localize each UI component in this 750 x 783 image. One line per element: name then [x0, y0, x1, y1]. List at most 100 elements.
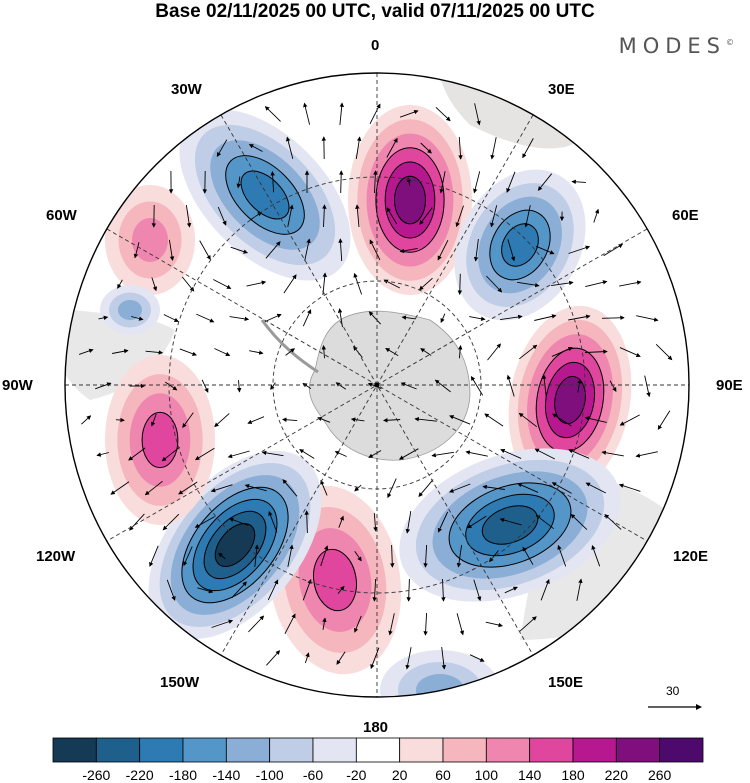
wind-vector [354, 550, 362, 562]
wind-vector [519, 616, 537, 632]
wind-vector [434, 379, 451, 393]
wind-vector [467, 515, 487, 529]
wind-vector [322, 204, 327, 228]
wind-vector [618, 483, 641, 492]
wind-vector [261, 450, 284, 457]
wind-vector [490, 205, 498, 228]
wind-vector [584, 349, 608, 354]
colorbar-swatch [529, 737, 574, 763]
wind-vector [248, 615, 265, 633]
colorbar-swatch [485, 737, 531, 763]
wind-vector [183, 546, 193, 567]
wind-vector [423, 612, 428, 636]
wind-vector [110, 481, 130, 495]
wind-vector [299, 449, 315, 459]
wind-vector [431, 451, 454, 458]
wind-vector [406, 578, 411, 602]
wind-vector [282, 479, 298, 497]
wind-vector [98, 315, 109, 321]
amundsen-high-anomaly [105, 185, 195, 295]
colorbar-tick-label: -100 [255, 767, 284, 783]
wind-vector [369, 103, 381, 125]
wind-vector [486, 275, 503, 293]
lon-label-60e: 60E [672, 207, 699, 224]
lon-label-90w: 90W [2, 377, 33, 394]
colorbar-swatch [269, 737, 314, 763]
wind-vector [338, 515, 344, 528]
wind-vector [322, 617, 327, 630]
wind-vector [354, 484, 362, 492]
colorbar-tick-label: -140 [212, 767, 241, 783]
south-indian-low-anomaly [454, 169, 586, 321]
wind-vector [519, 344, 538, 360]
wind-vector [338, 170, 344, 194]
wind-vector [385, 348, 399, 356]
wind-vector [285, 136, 294, 159]
weddell-low-contour [240, 170, 290, 220]
drake-low-contour [118, 300, 142, 320]
colorbar-swatch [312, 737, 357, 763]
wind-vector [399, 109, 419, 118]
wind-vector [400, 382, 417, 390]
lon-label-90e: 90E [716, 377, 743, 394]
wind-vector [287, 204, 294, 227]
wind-vector [469, 654, 485, 662]
wind-vector [304, 238, 311, 261]
wind-vector [522, 138, 534, 159]
wind-vector [568, 449, 590, 459]
wind-vector [418, 277, 433, 291]
tasman-low-anomaly [399, 448, 621, 602]
lon-label-0: 0 [371, 37, 380, 54]
wind-vector [355, 204, 360, 228]
wind-vector [230, 246, 249, 254]
wind-vector [455, 205, 464, 228]
wind-vector [339, 102, 344, 125]
wind-vector [265, 241, 281, 259]
wind-vector [390, 544, 395, 568]
wind-vector [213, 279, 232, 289]
wind-vector [96, 452, 110, 457]
wind-vector [199, 240, 211, 261]
kerguelen-high-contour [554, 375, 586, 425]
wind-vector [151, 413, 157, 427]
wind-vector [231, 581, 247, 599]
wind-vector [246, 280, 267, 287]
wind-vector [485, 621, 503, 628]
wind-vector [185, 205, 192, 228]
wind-vector [181, 276, 195, 292]
copyright-mark: © [726, 38, 734, 47]
wind-vector [487, 343, 501, 361]
wind-vector [211, 619, 234, 628]
wind-vector [655, 343, 673, 361]
wind-vector [456, 613, 465, 636]
wind-vector [440, 313, 446, 323]
wind-vector [244, 483, 267, 492]
wind-vector [334, 450, 347, 457]
colorbar-tick-label: 100 [474, 767, 499, 783]
wind-vector [437, 239, 449, 261]
wind-vector [287, 544, 294, 567]
wind-vector [601, 315, 625, 321]
lon-label-120w: 120W [36, 548, 76, 565]
wind-vector [236, 380, 242, 393]
reference-vector-label: 30 [666, 684, 680, 698]
wind-vector [644, 375, 651, 398]
lon-label-180: 180 [363, 719, 389, 736]
drake-low-anomaly [100, 285, 160, 335]
wind-vector [338, 238, 343, 262]
wind-vector [522, 546, 534, 565]
wind-vector [458, 136, 463, 160]
wind-vector [133, 242, 140, 259]
wind-vector [551, 482, 572, 494]
wind-vector [302, 382, 312, 389]
wind-vector [619, 280, 642, 287]
wind-vector [506, 171, 516, 193]
wind-vector [570, 513, 588, 530]
wind-vector [163, 314, 179, 322]
wind-vector [534, 314, 557, 321]
wind-vector [216, 139, 228, 157]
colorbar-tick-label: 180 [561, 767, 585, 783]
wind-vector [484, 413, 504, 427]
